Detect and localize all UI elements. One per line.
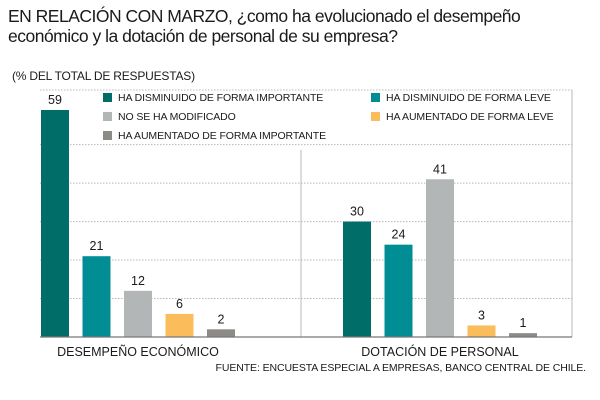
bar-dotacion-de-personal-ha-disminuido-de-forma-leve — [384, 244, 413, 337]
chart-subtitle: (% DEL TOTAL DE RESPUESTAS) — [12, 69, 195, 83]
legend-item-ha-disminuido-de-forma-leve: HA DISMINUIDO DE FORMA LEVE — [371, 92, 551, 104]
data-label-dotacion-de-personal-ha-aumentado-de-forma-leve: 3 — [478, 308, 485, 322]
legend-item-ha-aumentado-de-forma-leve: HA AUMENTADO DE FORMA LEVE — [371, 111, 554, 123]
data-label-dotacion-de-personal-ha-aumentado-de-forma-importante: 1 — [520, 316, 527, 330]
bar-dotacion-de-personal-ha-aumentado-de-forma-importante — [509, 333, 537, 337]
legend-swatch — [103, 112, 112, 121]
data-label-desempeno-economico-ha-disminuido-de-forma-importante: 59 — [48, 93, 62, 107]
data-label-dotacion-de-personal-ha-disminuido-de-forma-leve: 24 — [392, 228, 406, 242]
legend-label: HA AUMENTADO DE FORMA LEVE — [386, 111, 554, 123]
bar-desempeno-economico-ha-aumentado-de-forma-leve — [165, 313, 194, 337]
category-label-desempeno-economico: DESEMPEÑO ECONÓMICO — [57, 344, 219, 359]
bar-dotacion-de-personal-ha-aumentado-de-forma-leve — [467, 325, 496, 337]
legend-item-ha-aumentado-de-forma-importante: HA AUMENTADO DE FORMA IMPORTANTE — [103, 130, 326, 142]
data-label-dotacion-de-personal-no-se-ha-modificado: 41 — [433, 162, 447, 176]
legend-item-no-se-ha-modificado: NO SE HA MODIFICADO — [103, 111, 236, 123]
bar-dotacion-de-personal-ha-disminuido-de-forma-importante — [343, 221, 371, 337]
bar-dotacion-de-personal-no-se-ha-modificado — [426, 179, 454, 337]
data-label-desempeno-economico-ha-aumentado-de-forma-importante: 2 — [218, 312, 225, 326]
legend-item-ha-disminuido-de-forma-importante: HA DISMINUIDO DE FORMA IMPORTANTE — [103, 92, 323, 104]
legend-label: HA AUMENTADO DE FORMA IMPORTANTE — [118, 130, 326, 142]
bar-desempeno-economico-ha-disminuido-de-forma-leve — [82, 256, 111, 337]
legend-swatch — [371, 112, 380, 121]
source-note: FUENTE: ENCUESTA ESPECIAL A EMPRESAS, BA… — [215, 362, 587, 374]
data-label-desempeno-economico-ha-disminuido-de-forma-leve: 21 — [90, 239, 104, 253]
bar-desempeno-economico-no-se-ha-modificado — [124, 290, 152, 337]
bar-desempeno-economico-ha-aumentado-de-forma-importante — [207, 329, 235, 337]
data-label-desempeno-economico-ha-aumentado-de-forma-leve: 6 — [176, 297, 183, 311]
category-label-dotacion-de-personal: DOTACIÓN DE PERSONAL — [361, 344, 518, 359]
legend-label: HA DISMINUIDO DE FORMA LEVE — [386, 92, 551, 104]
legend-swatch — [371, 93, 380, 102]
legend-swatch — [103, 93, 112, 102]
data-label-desempeno-economico-no-se-ha-modificado: 12 — [131, 274, 145, 288]
legend-label: NO SE HA MODIFICADO — [118, 111, 236, 123]
data-label-dotacion-de-personal-ha-disminuido-de-forma-importante: 30 — [350, 205, 364, 219]
legend-swatch — [103, 131, 112, 140]
legend-label: HA DISMINUIDO DE FORMA IMPORTANTE — [118, 92, 324, 104]
chart-title: EN RELACIÓN CON MARZO, ¿como ha evolucio… — [8, 6, 521, 46]
bar-desempeno-economico-ha-disminuido-de-forma-importante — [41, 110, 69, 337]
